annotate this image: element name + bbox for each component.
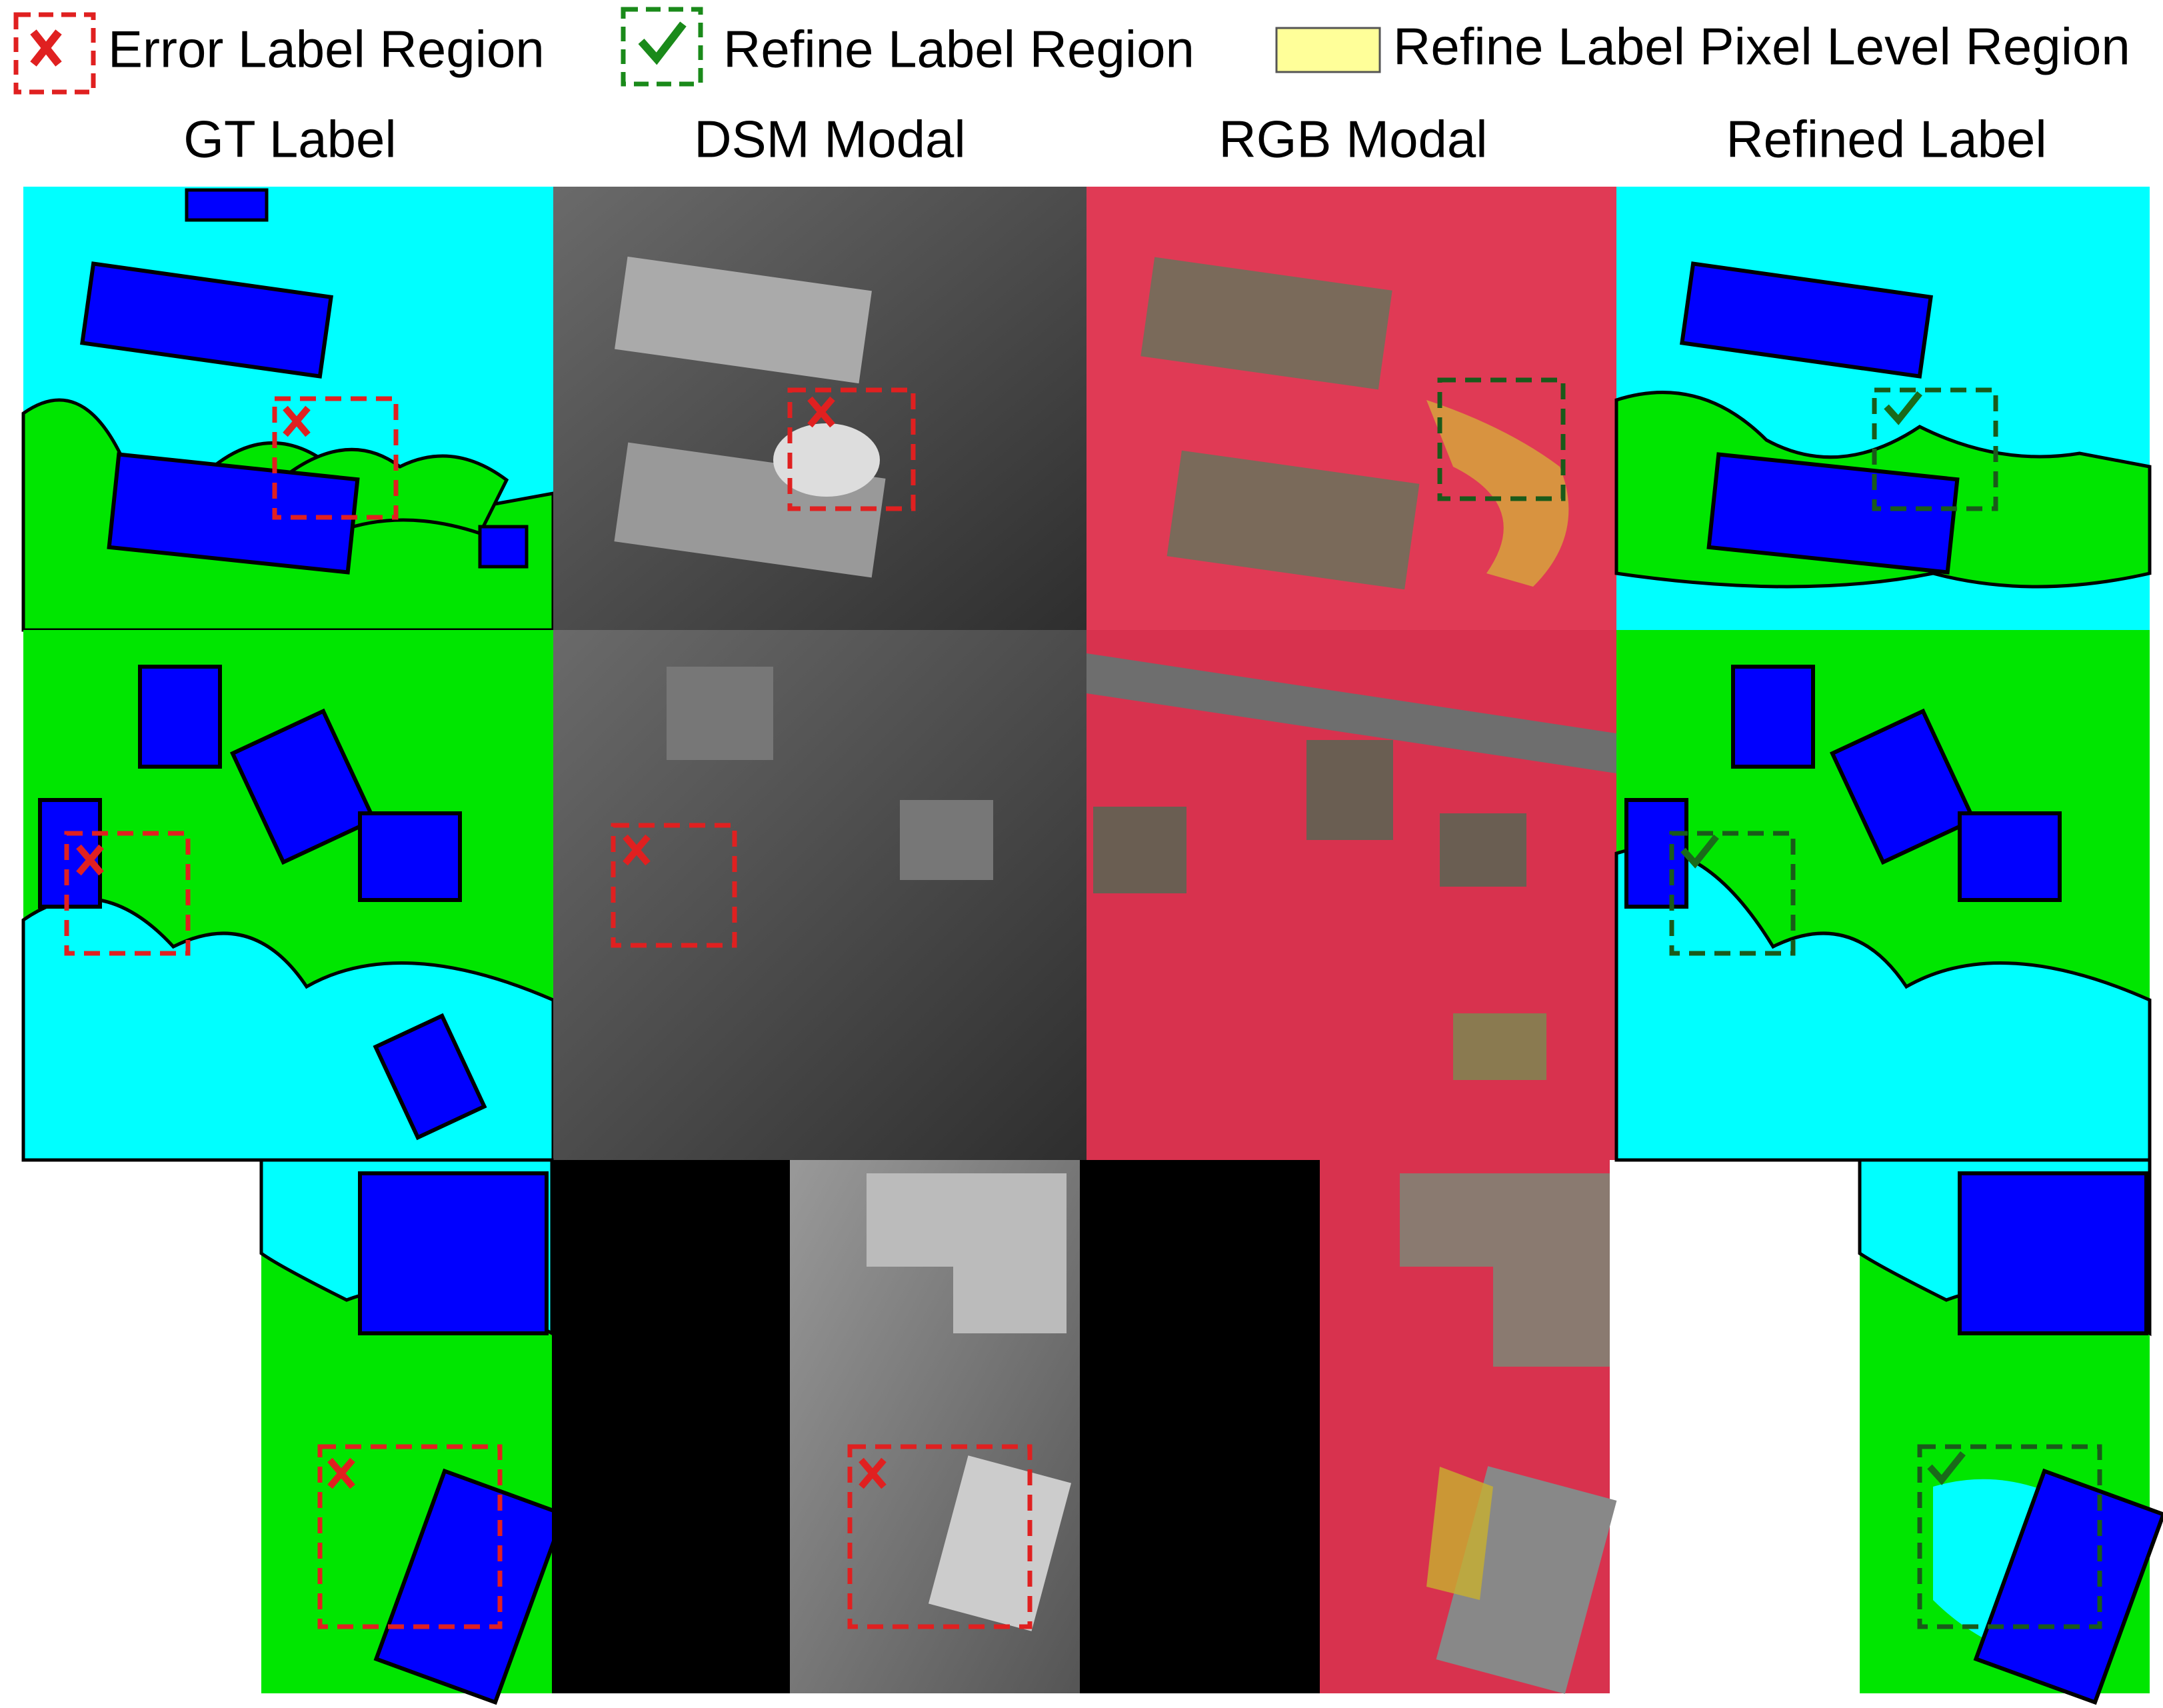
dsm-building	[928, 1455, 1072, 1631]
pixel-legend-swatch	[1275, 27, 1381, 73]
dsm-building	[667, 667, 773, 760]
label-panel	[259, 1158, 567, 1705]
dsm-building	[615, 256, 872, 384]
black-pad	[552, 1160, 790, 1693]
refine-boxes	[1437, 377, 2102, 1629]
error-icons	[76, 396, 887, 1489]
legend-label: Refine Label Region	[723, 20, 1194, 79]
refine-legend-box	[621, 7, 703, 87]
rgb-panel	[1086, 187, 1616, 630]
label-panel	[21, 630, 555, 1162]
black-pad	[1080, 1160, 1320, 1693]
error-icon	[30, 29, 62, 67]
column-header: Refined Label	[1726, 110, 2046, 169]
dsm-building	[900, 800, 993, 880]
check-icons	[1680, 391, 1966, 1485]
column-header: DSM Modal	[694, 110, 965, 169]
dsm-panel	[553, 630, 1086, 1160]
legend: Error Label Region Refine Label Region R…	[13, 7, 2130, 95]
legend-label: Error Label Region	[108, 20, 545, 79]
refined-panel	[1858, 1158, 2163, 1705]
error-legend-box	[13, 12, 96, 95]
dsm-tree	[773, 423, 880, 497]
refined-panel	[1614, 187, 2152, 630]
check-icon	[638, 21, 687, 65]
refined-panel	[1614, 630, 2152, 1162]
rgb-panel	[1320, 1160, 1617, 1694]
column-header: RGB Modal	[1218, 110, 1487, 169]
label-panel	[21, 187, 555, 632]
column-header: GT Label	[183, 110, 396, 169]
error-boxes	[64, 387, 1033, 1629]
rgb-panel	[1086, 630, 1616, 1160]
legend-label: Refine Label Pixel Level Region	[1393, 17, 2130, 76]
dsm-building	[867, 1173, 1067, 1333]
